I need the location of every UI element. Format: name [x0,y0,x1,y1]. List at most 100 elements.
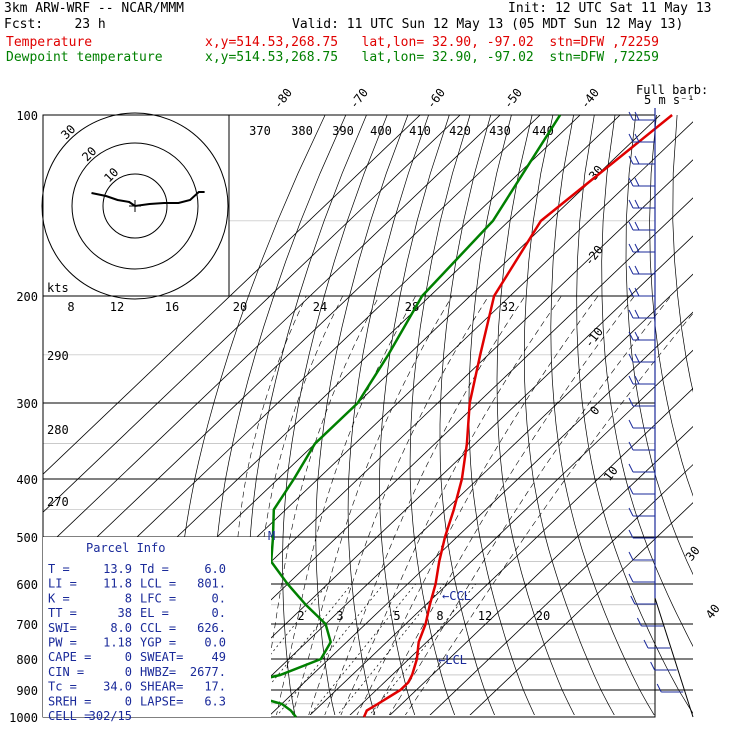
parcel-row-label2: EL = [140,606,169,620]
mixing-ratio-label: 5 [393,609,400,623]
mixing-ratio-line [369,583,476,715]
wind-barb-flag [630,595,636,605]
wind-barb-flag [628,507,634,517]
isotherm-line [229,273,693,715]
speed-tick-label: 16 [165,300,179,314]
wind-barb-flag [628,441,634,451]
pressure-tick-label: 600 [16,578,38,592]
ccl-annotation: ←CCL [442,589,471,603]
isotherm-line [189,235,693,715]
moist-adiabat-line [308,295,489,715]
moist-adiabat-line [340,295,562,715]
wind-barb-flag [628,265,634,275]
init-time: Init: 12 UTC Sat 11 May 13 [508,1,712,16]
frame-diagonal [654,597,694,718]
isotherm-line [429,464,693,715]
theta-left-label: 270 [47,495,69,509]
wind-barb-flag [628,221,634,231]
mixing-ratio-label: 12 [478,609,492,623]
parcel-row-value2: 17. [204,680,226,694]
isotherm-line [43,115,501,551]
parcel-row-value2: 2677. [190,665,226,679]
parcel-row-value2: 0. [212,606,226,620]
theta-left-label: 280 [47,423,69,437]
dry-adiabat-line [695,115,740,717]
dry-adiabat-line [576,115,693,714]
speed-tick-label: 28 [405,300,419,314]
wind-barb-flag [628,133,634,143]
parcel-row-label: LI = [48,577,77,591]
parcel-row-label2: LCL = [140,577,176,591]
temperature-legend: Temperature [6,35,93,50]
parcel-row-value2: 6.3 [204,694,226,708]
pressure-tick-label: 100 [16,109,38,123]
parcel-row-value: 34.0 [103,680,132,694]
hodograph-ring [41,112,229,300]
parcel-row-value2: 0.0 [204,636,226,650]
isotherm-top-label: -60 [424,86,448,112]
mix-label: M [268,529,275,543]
parcel-info-bg [43,537,271,717]
parcel-row-value2: 6.0 [204,562,226,576]
parcel-row-label: CELL = [48,709,91,723]
speed-tick-label: 20 [233,300,247,314]
mixing-ratio-line [337,583,444,715]
parcel-row-label2: YGP = [140,636,176,650]
parcel-row-value: 302/15 [89,709,132,723]
dry-adiabat-line [672,115,693,393]
parcel-row-value: 0 [125,665,132,679]
wind-barb-flag [634,243,640,253]
mixing-ratio-line [221,583,328,715]
pressure-tick-label: 300 [16,397,38,411]
theta-top-label: 370 [249,124,271,138]
dewpoint-profile [228,114,562,718]
dry-adiabat-line [496,115,575,715]
theta-top-label: 400 [370,124,392,138]
theta-top-label: 420 [449,124,471,138]
parcel-row-label: CAPE = [48,650,91,664]
isotherm-line [43,115,541,589]
dry-adiabat-line [601,115,693,647]
dry-adiabat-line [717,115,740,717]
pressure-tick-label: 800 [16,653,38,667]
parcel-row-label: PW = [48,636,77,650]
hodograph-trace [91,191,205,208]
moist-adiabat-line [372,295,635,715]
parcel-row-value2: 626. [197,621,226,635]
wind-barb-flag [628,111,634,121]
dry-adiabat-line [347,115,429,715]
mixing-ratio-line [277,583,384,715]
wind-barb-flag [634,221,640,231]
wind-barb-flag [634,133,640,143]
theta-top-label: 410 [409,124,431,138]
wind-barb-flag [634,287,640,297]
dewpoint-meta: x,y=514.53,268.75 lat,lon= 32.90, -97.02… [205,50,659,65]
isotherm-top-label: -40 [578,86,602,112]
mixing-ratio-label: 2 [297,609,304,623]
hodograph-unit: kts [47,281,69,295]
valid-time: Valid: 11 UTC Sun 12 May 13 (05 MDT Sun … [292,17,684,32]
parcel-row-label: SWI= [48,621,77,635]
forecast-hour: Fcst: 23 h [4,17,106,32]
isotherm-line [389,425,693,715]
parcel-row-label: T = [48,562,70,576]
parcel-row-value: 8 [125,591,132,605]
dry-adiabat-line [282,115,388,715]
parcel-row-value: 8.0 [110,621,132,635]
parcel-row-value2: 801. [197,577,226,591]
wind-barb-flag [628,243,634,253]
wind-barb-flag [628,551,634,561]
isotherm-right-label: 10 [601,464,621,484]
isotherm-line [309,349,693,715]
wind-barb-flag [650,661,656,671]
wind-barb-flag [628,485,634,495]
isotherm-line [469,502,693,715]
theta-left-label: 290 [47,349,69,363]
parcel-row-value: 0 [125,694,132,708]
wind-barb-flag [643,639,649,649]
lcl-annotation: ←LCL [438,653,467,667]
moist-adiabat-line [356,295,599,715]
wind-barb-flag [628,155,634,165]
